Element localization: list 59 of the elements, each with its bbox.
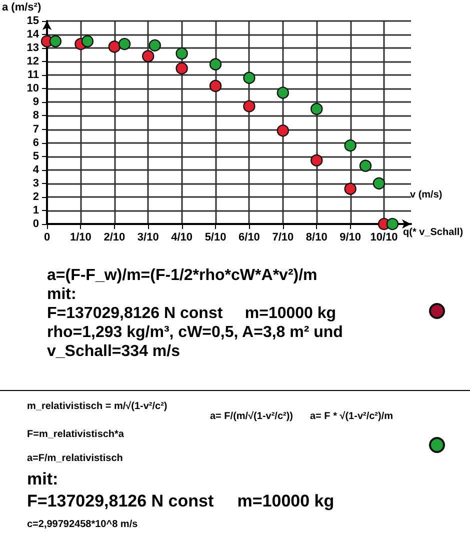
text: mit: F=137029,8126 N const m=10000 kg [27, 470, 334, 510]
text: F=m_relativistisch*a [27, 429, 124, 440]
point [108, 40, 121, 53]
point [310, 154, 323, 166]
point [209, 80, 222, 92]
point [344, 139, 356, 152]
text: a= F/(m/√(1-v²/c²)) [210, 411, 293, 422]
y-tick-label: 7 [32, 123, 39, 136]
point [310, 102, 323, 116]
point [243, 100, 256, 112]
y-tick-label: 4 [32, 164, 40, 176]
point [386, 218, 399, 230]
x-tick-label: 5/10 [204, 232, 226, 244]
x-tick-label: 2/10 [104, 232, 126, 244]
text: c=2,99792458*10^8 m/s [27, 519, 138, 530]
point [148, 39, 161, 52]
y-tick-label: 11 [27, 69, 39, 82]
point [49, 35, 62, 48]
y-tick-label: 9 [32, 96, 39, 108]
x-tick-label: 3/10 [137, 232, 159, 244]
x-tick-label: 8/10 [306, 232, 328, 244]
y-tick-label: 13 [26, 42, 39, 54]
y-axis-title: a (m/s²) [2, 2, 42, 14]
x-tick-label: 9/10 [340, 232, 362, 244]
y-tick-label: 14 [26, 28, 40, 41]
x-tick-label: 0 [44, 232, 50, 244]
y-tick-label: 3 [32, 177, 39, 190]
y-tick-label: 10 [26, 82, 39, 95]
y-tick-label: 6 [32, 136, 39, 149]
point [118, 38, 131, 50]
point [81, 35, 94, 48]
point [209, 58, 222, 70]
point [176, 47, 188, 60]
point [176, 62, 188, 74]
x-tick-label: 4/10 [171, 232, 193, 244]
y-tick-label: 1 [32, 204, 39, 216]
point [243, 72, 256, 84]
x-tick-label: 10/10 [370, 232, 398, 244]
y-tick-label: 5 [32, 150, 39, 162]
text: m_relativistisch = m/√(1-v²/c²) [27, 401, 168, 412]
point [344, 182, 356, 195]
text: a= F * √(1-v²/c²)/m [310, 411, 394, 422]
point [359, 160, 372, 172]
y-tick-label: 12 [26, 56, 39, 68]
point [276, 86, 290, 99]
point [372, 177, 386, 190]
x-tick-label: 1/10 [70, 232, 92, 244]
y-tick-label: 15 [26, 15, 39, 27]
y-tick-label: 0 [32, 218, 39, 230]
x-tick-label: 6/10 [238, 232, 260, 244]
y-tick-label: 2 [32, 190, 39, 203]
point [276, 124, 290, 137]
x-axis-title: v (m/s) [410, 190, 442, 200]
point [142, 50, 154, 62]
y-tick-label: 8 [32, 110, 39, 122]
text: q(* v_Schall) [403, 227, 464, 238]
text: a=F/m_relativistisch [27, 453, 123, 464]
x-tick-label: 7/10 [272, 232, 294, 244]
text: a=(F-F_w)/m=(F-1/2*rho*cW*A*v²)/m mit: F=137029,8126 N const m=10000 kg rho=1,293 kg/m³, cW=0,5, A=3,8 m² und v_Schall=334 m/s [47, 267, 343, 360]
